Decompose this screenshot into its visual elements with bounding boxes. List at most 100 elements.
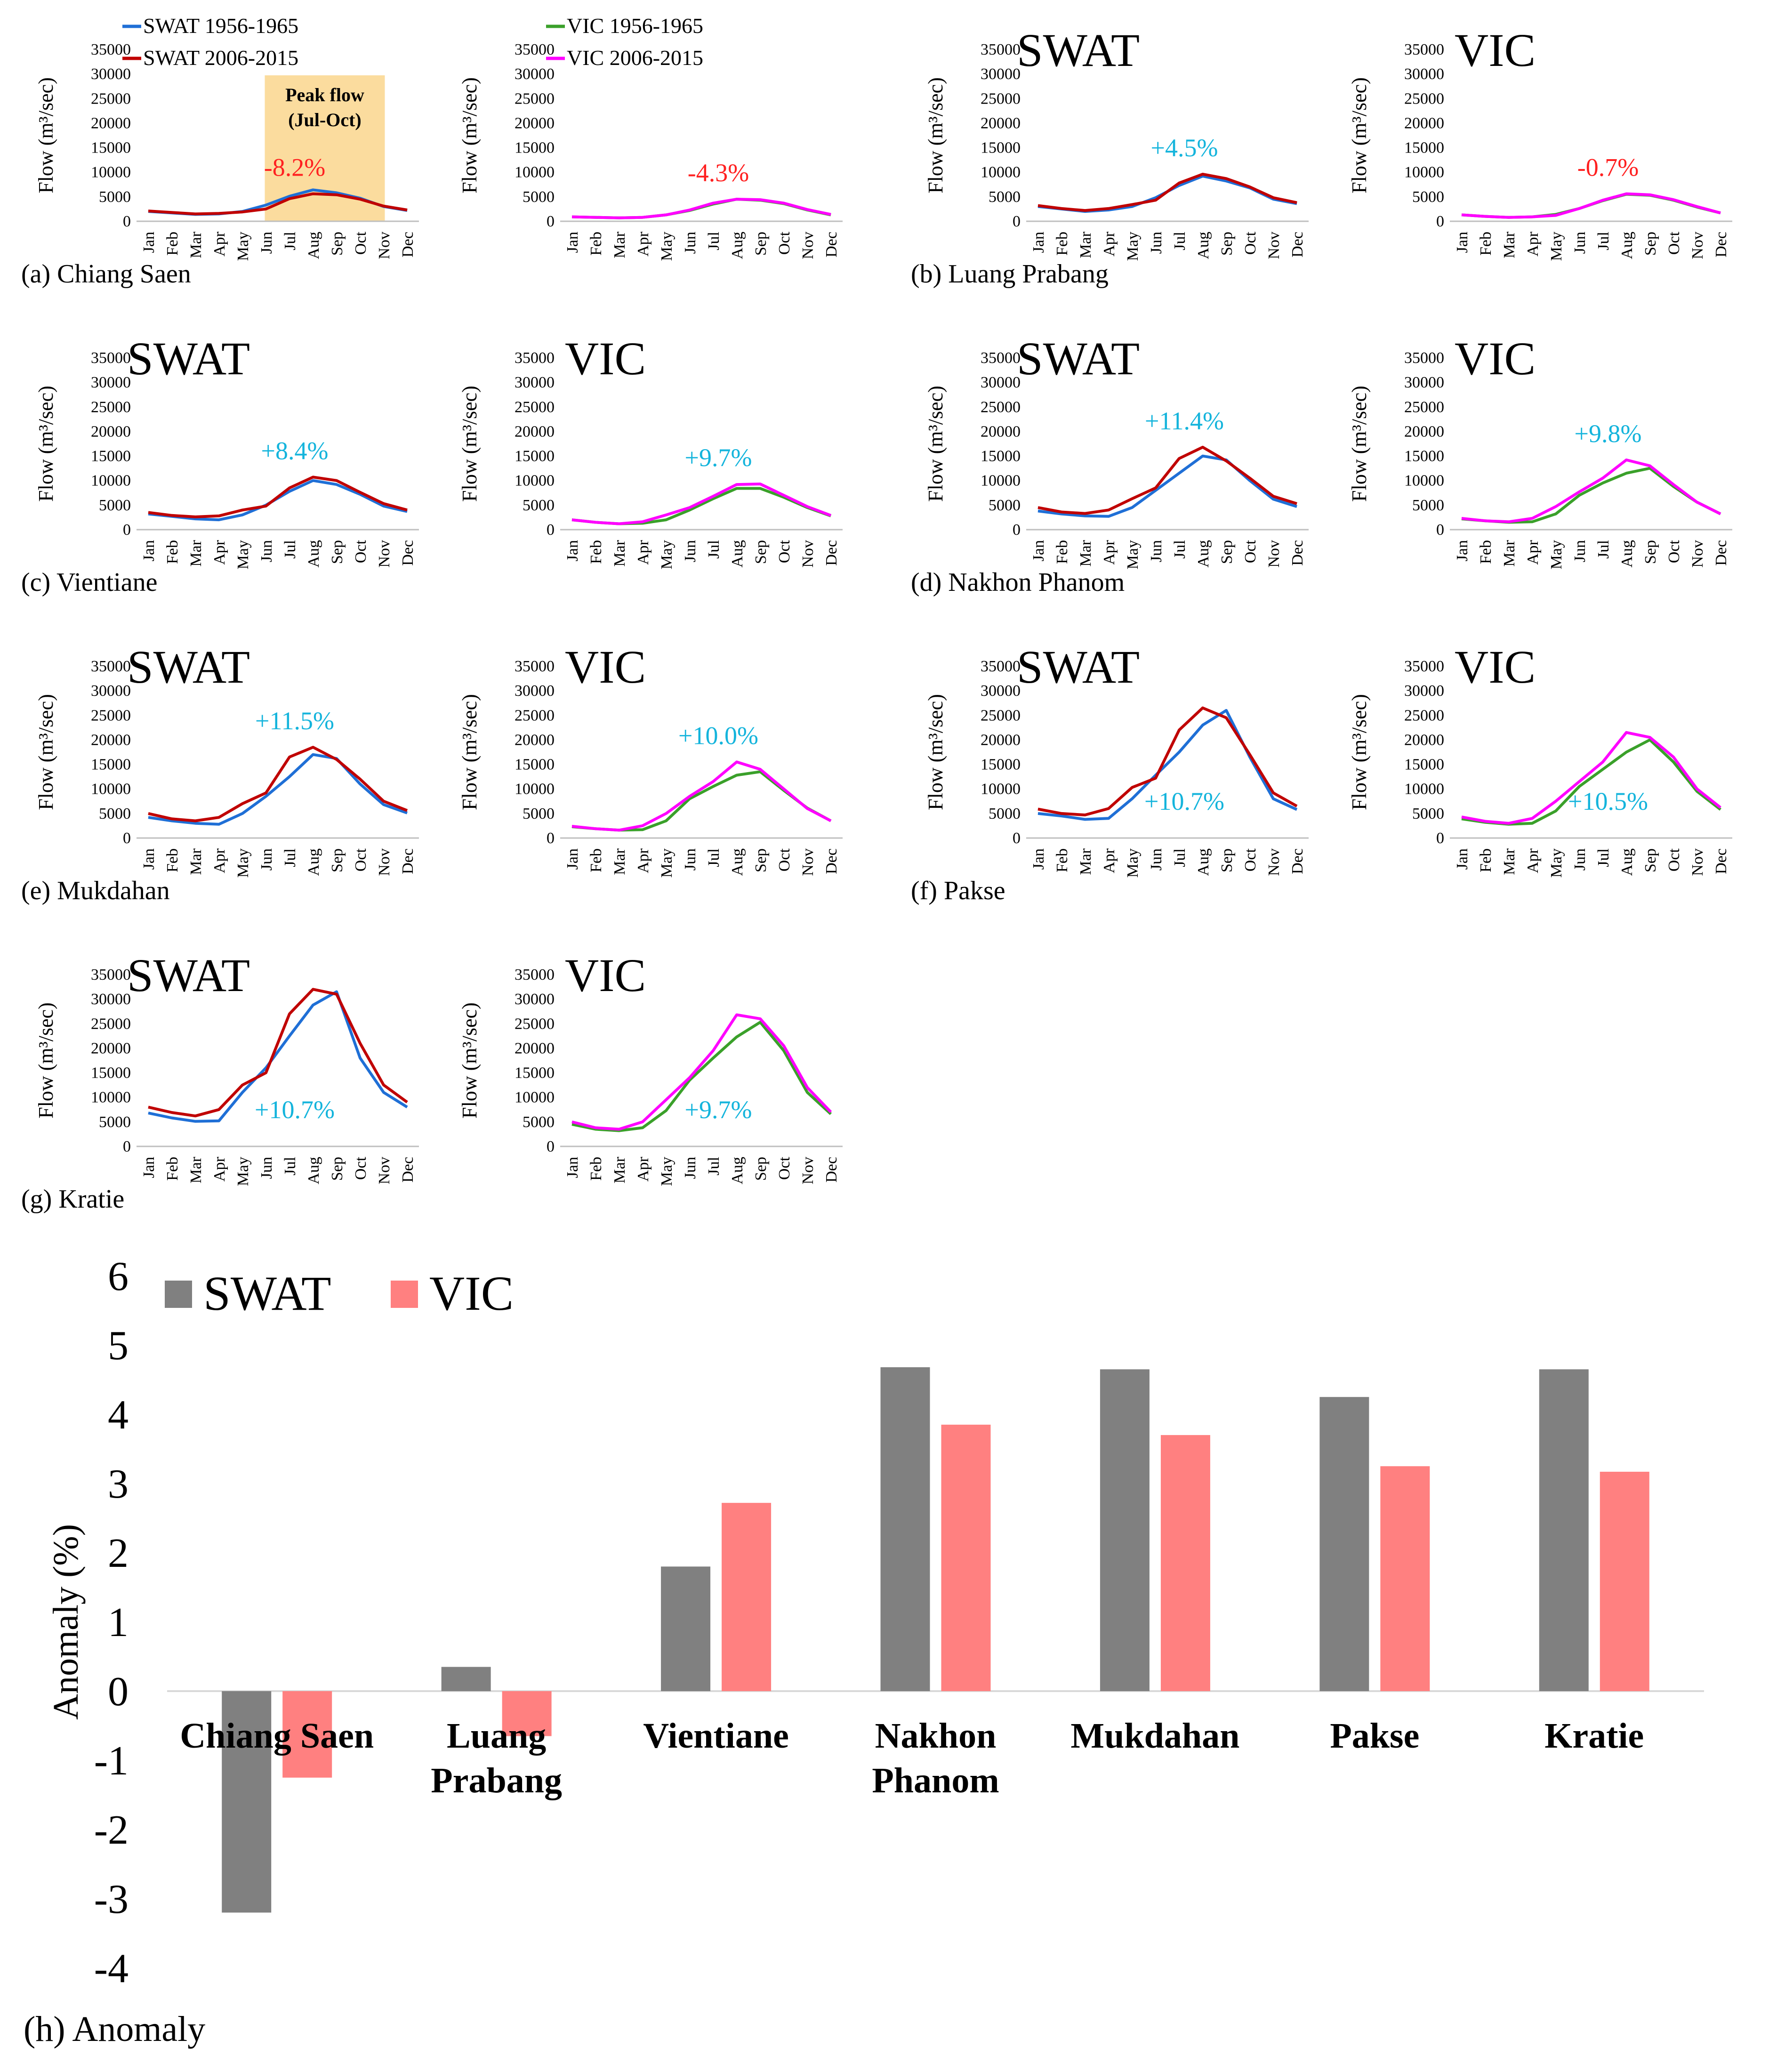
swat-series-swat-1956-1965 bbox=[1037, 454, 1297, 518]
y-tick-label: 5000 bbox=[1412, 805, 1444, 822]
y-tick-label: 20000 bbox=[91, 1040, 131, 1057]
vic-model-title: VIC bbox=[1455, 332, 1536, 385]
panel-label: (c) Vientiane bbox=[21, 568, 157, 597]
y-tick-label: 0 bbox=[1013, 521, 1021, 539]
y-tick-label: 5000 bbox=[989, 188, 1021, 206]
y-tick-label: 20000 bbox=[91, 114, 131, 132]
x-tick-label: Oct bbox=[776, 231, 793, 255]
bar-swat-pakse bbox=[1319, 1397, 1369, 1691]
y-axis-label: Flow (m³/sec) bbox=[34, 77, 57, 193]
y-tick-label: 10000 bbox=[91, 1089, 131, 1106]
x-tick-label: Sep bbox=[752, 540, 770, 564]
y-tick-label: 10000 bbox=[1404, 781, 1444, 798]
x-tick-label: May bbox=[658, 540, 675, 569]
y-axis-label: Flow (m³/sec) bbox=[34, 694, 57, 810]
x-tick-label: Jun bbox=[682, 232, 699, 254]
x-tick-label: Feb bbox=[164, 232, 181, 256]
x-tick-label: Oct bbox=[352, 1156, 370, 1180]
x-tick-label: Jun bbox=[1571, 232, 1589, 254]
y-tick-label: 30000 bbox=[981, 65, 1021, 83]
x-tick-label: Feb bbox=[164, 848, 181, 872]
legend-label: VIC 2006-2015 bbox=[567, 46, 703, 70]
swat-change-annotation: +11.5% bbox=[255, 707, 334, 735]
vic-series-vic-2006-2015 bbox=[571, 198, 831, 219]
x-tick-label: Dec bbox=[399, 232, 417, 258]
y-tick-label: 0 bbox=[547, 521, 555, 539]
vic-change-annotation: +9.7% bbox=[685, 443, 752, 472]
x-tick-label: Oct bbox=[352, 848, 370, 871]
x-tick-label: Nov bbox=[1265, 848, 1283, 876]
x-tick-label: Feb bbox=[587, 232, 605, 256]
x-tick-label: Jan bbox=[1454, 540, 1471, 561]
x-tick-label: Jun bbox=[258, 1157, 275, 1179]
x-tick-label: Jan bbox=[140, 232, 158, 253]
y-tick-label: 0 bbox=[123, 830, 131, 847]
y-tick-label: 5000 bbox=[99, 1113, 131, 1131]
y-tick-label: 10000 bbox=[91, 781, 131, 798]
x-tick-label: Aug bbox=[729, 540, 746, 568]
x-tick-label: Jan bbox=[1030, 848, 1047, 870]
panel-label: (h) Anomaly bbox=[24, 2009, 205, 2049]
x-tick-label: Sep bbox=[1218, 848, 1236, 872]
x-tick-label: Sep bbox=[329, 540, 346, 564]
x-tick-label: Jul bbox=[705, 540, 723, 559]
x-tick-label: May bbox=[658, 1157, 675, 1186]
x-tick-label: Dec bbox=[1713, 848, 1730, 874]
panel-label: (f) Pakse bbox=[911, 876, 1005, 905]
x-tick-label: Nov bbox=[799, 540, 817, 568]
x-tick-label: Jun bbox=[682, 540, 699, 562]
x-tick-label: Dec bbox=[823, 848, 840, 874]
x-tick-label: Nov bbox=[799, 232, 817, 259]
y-tick-label: 0 bbox=[1436, 521, 1444, 539]
y-tick-label: 30000 bbox=[1404, 374, 1444, 391]
y-tick-label: 0 bbox=[547, 1138, 555, 1155]
y-tick-label: 20000 bbox=[515, 114, 555, 132]
vic-series-vic-2006-2015 bbox=[571, 1013, 832, 1131]
x-tick-label: Nov bbox=[1689, 232, 1706, 259]
x-tick-label: Sep bbox=[329, 1157, 346, 1181]
x-tick-label: Nov bbox=[799, 848, 817, 876]
y-axis-label: Flow (m³/sec) bbox=[458, 386, 481, 502]
swat-panel: 0 5000 10000 15000 20000 25000 30000 35000 Flow … bbox=[34, 332, 419, 569]
legend-label: SWAT 1956-1965 bbox=[143, 14, 298, 38]
x-tick-label: Sep bbox=[1642, 848, 1659, 872]
y-tick-label: 10000 bbox=[515, 472, 555, 490]
x-tick-label: Aug bbox=[305, 540, 322, 568]
y-tick-label: 10000 bbox=[515, 781, 555, 798]
swat-change-annotation: +10.7% bbox=[1144, 787, 1224, 815]
y-tick-label: 20000 bbox=[981, 423, 1021, 440]
x-tick-label: Oct bbox=[776, 540, 793, 563]
bar-legend: SWAT VIC bbox=[165, 1266, 514, 1321]
x-tick-label: Aug bbox=[729, 1157, 746, 1185]
swat-change-annotation: +11.4% bbox=[1145, 407, 1224, 435]
vic-change-annotation: +10.5% bbox=[1568, 787, 1648, 815]
x-tick-label: Apr bbox=[635, 1156, 652, 1182]
x-tick-label: Jan bbox=[140, 540, 158, 561]
swat-series-swat-2006-2015 bbox=[148, 476, 408, 518]
vic-change-annotation: +10.0% bbox=[678, 721, 758, 750]
y-tick-label: 15000 bbox=[1404, 756, 1444, 774]
x-tick-label: Oct bbox=[1665, 848, 1683, 871]
y-tick-label: 10000 bbox=[981, 472, 1021, 490]
y-tick-label: 5000 bbox=[523, 805, 555, 822]
x-tick-label: Dec bbox=[1289, 848, 1306, 874]
category-label: Pakse bbox=[1330, 1716, 1419, 1756]
y-tick-label: 5000 bbox=[523, 188, 555, 206]
panel-pakse: 0 5000 10000 15000 20000 25000 30000 35000 Flow … bbox=[911, 641, 1732, 905]
anomaly-bar-chart: -4 -3 -2 -1 0 1 2 3 4 5 6 Anomaly (%) Chiang Saen Lua… bbox=[24, 1254, 1704, 2049]
vic-panel: 0 5000 10000 15000 20000 25000 30000 35000 Flow … bbox=[458, 14, 843, 261]
panel-vientiane: 0 5000 10000 15000 20000 25000 30000 35000 Flow … bbox=[21, 332, 843, 597]
y-tick-label: 35000 bbox=[1404, 658, 1444, 675]
y-tick-label: 20000 bbox=[91, 423, 131, 440]
x-tick-label: Jan bbox=[140, 848, 158, 870]
vic-panel: 0 5000 10000 15000 20000 25000 30000 35000 Flow … bbox=[458, 332, 843, 569]
x-tick-label: Aug bbox=[1195, 848, 1212, 876]
x-tick-label: Apr bbox=[211, 231, 228, 257]
vic-series-vic-1956-1965 bbox=[571, 198, 831, 219]
x-tick-label: Jul bbox=[705, 848, 723, 867]
x-tick-label: Jul bbox=[281, 1157, 299, 1176]
bar-swat-nakhon-phanom bbox=[880, 1367, 930, 1691]
panel-label: (g) Kratie bbox=[21, 1185, 124, 1214]
x-tick-label: Apr bbox=[635, 231, 652, 257]
x-tick-label: May bbox=[234, 1157, 252, 1186]
